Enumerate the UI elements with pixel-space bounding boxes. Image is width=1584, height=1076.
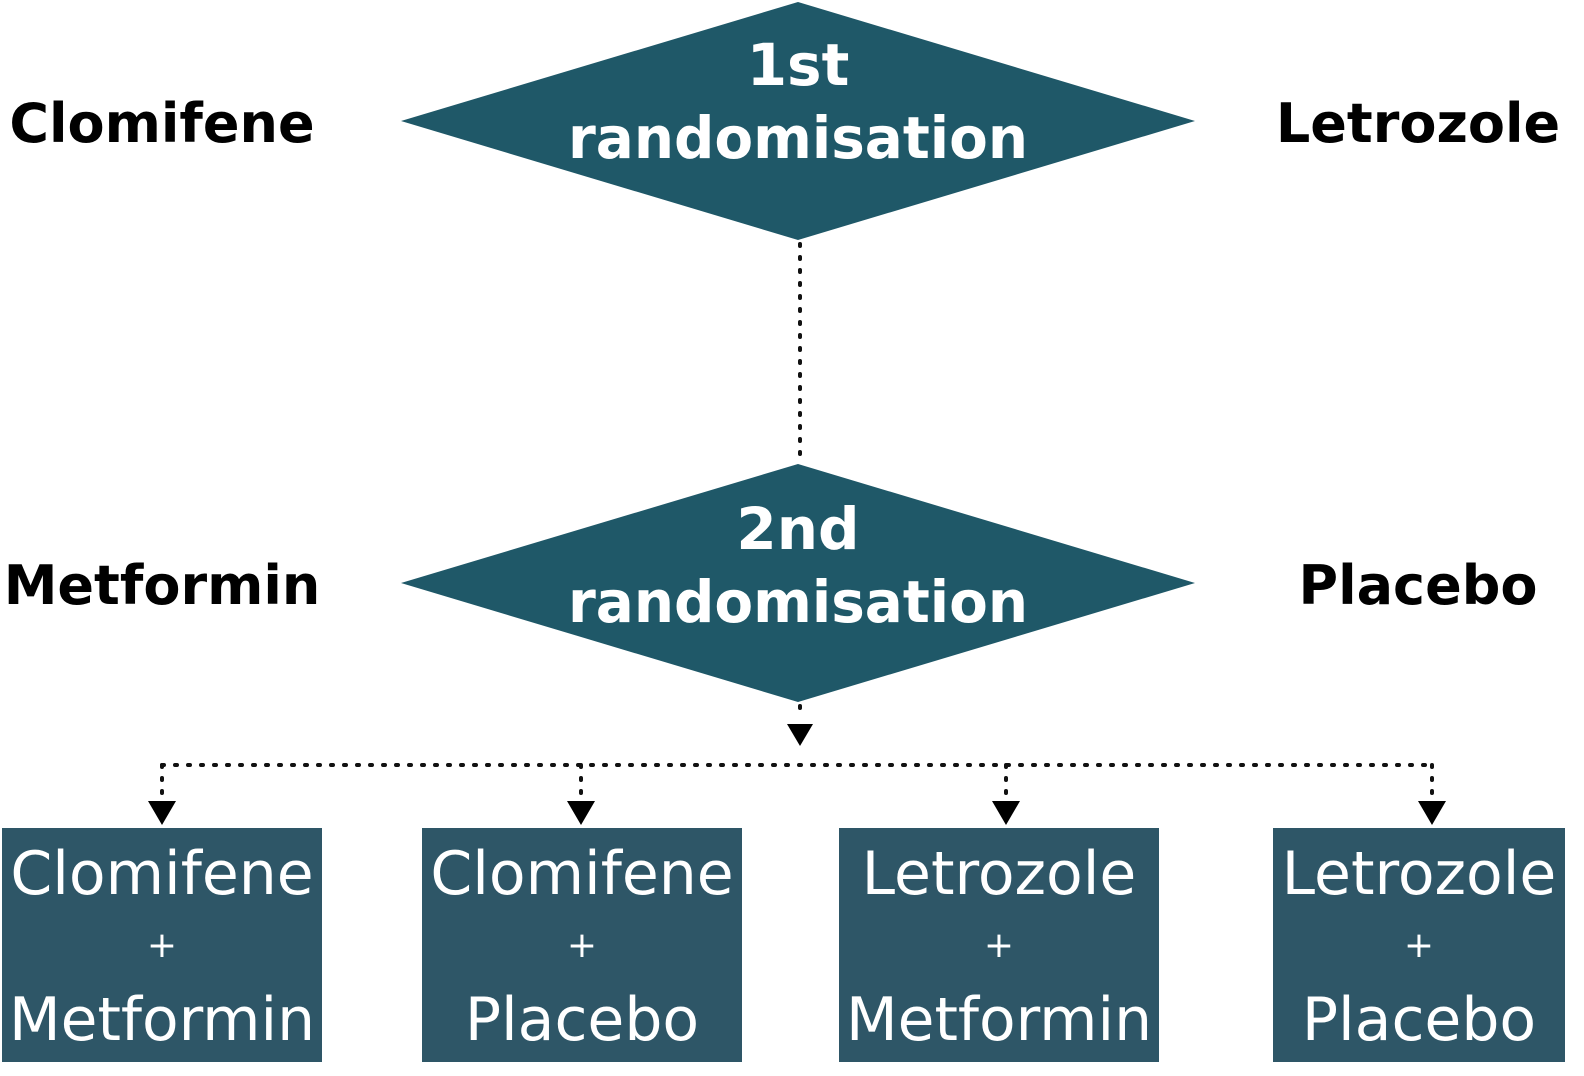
arm-drug-1: Clomifene (430, 839, 733, 909)
second-randomisation-right-option: Placebo (1299, 554, 1538, 617)
second-randomisation-node: 2nd randomisation (401, 464, 1195, 702)
first-randomisation-line2: randomisation (568, 104, 1028, 172)
second-randomisation-line2: randomisation (568, 568, 1028, 636)
first-randomisation-left-option: Clomifene (9, 92, 314, 155)
arm-arrowhead (567, 801, 595, 825)
arm-drug-2: Metformin (846, 985, 1152, 1055)
arm-box-background (1273, 828, 1565, 1062)
first-randomisation-line1: 1st (747, 31, 850, 99)
first-randomisation-right-option: Letrozole (1276, 92, 1560, 155)
arm-box-clomifene-metformin: Clomifene + Metformin (2, 828, 322, 1062)
arm-drug-1: Letrozole (862, 839, 1137, 909)
arm-connector-1 (148, 763, 176, 825)
second-randomisation-arrowhead (787, 724, 813, 746)
arm-arrowhead (992, 801, 1020, 825)
arm-plus: + (984, 925, 1014, 966)
arm-drug-1: Letrozole (1282, 839, 1557, 909)
arm-drug-1: Clomifene (10, 839, 313, 909)
arm-plus: + (1404, 925, 1434, 966)
arm-drug-2: Placebo (1302, 985, 1536, 1055)
arm-plus: + (567, 925, 597, 966)
arm-box-letrozole-metformin: Letrozole + Metformin (839, 828, 1159, 1062)
arm-box-clomifene-placebo: Clomifene + Placebo (422, 828, 742, 1062)
arm-drug-2: Placebo (465, 985, 699, 1055)
arm-drug-2: Metformin (9, 985, 315, 1055)
arm-arrowhead (148, 801, 176, 825)
arm-box-background (422, 828, 742, 1062)
first-randomisation-diamond (401, 2, 1195, 240)
first-randomisation-node: 1st randomisation (401, 2, 1195, 240)
arm-plus: + (147, 925, 177, 966)
second-randomisation-left-option: Metformin (4, 554, 321, 617)
second-randomisation-line1: 2nd (736, 495, 859, 563)
second-randomisation-diamond (401, 464, 1195, 702)
arm-box-background (839, 828, 1159, 1062)
arm-connector-4 (1418, 763, 1446, 825)
arm-box-letrozole-placebo: Letrozole + Placebo (1273, 828, 1565, 1062)
arm-arrowhead (1418, 801, 1446, 825)
arm-box-background (2, 828, 322, 1062)
arm-connector-3 (992, 763, 1020, 825)
arm-connector-2 (567, 763, 595, 825)
